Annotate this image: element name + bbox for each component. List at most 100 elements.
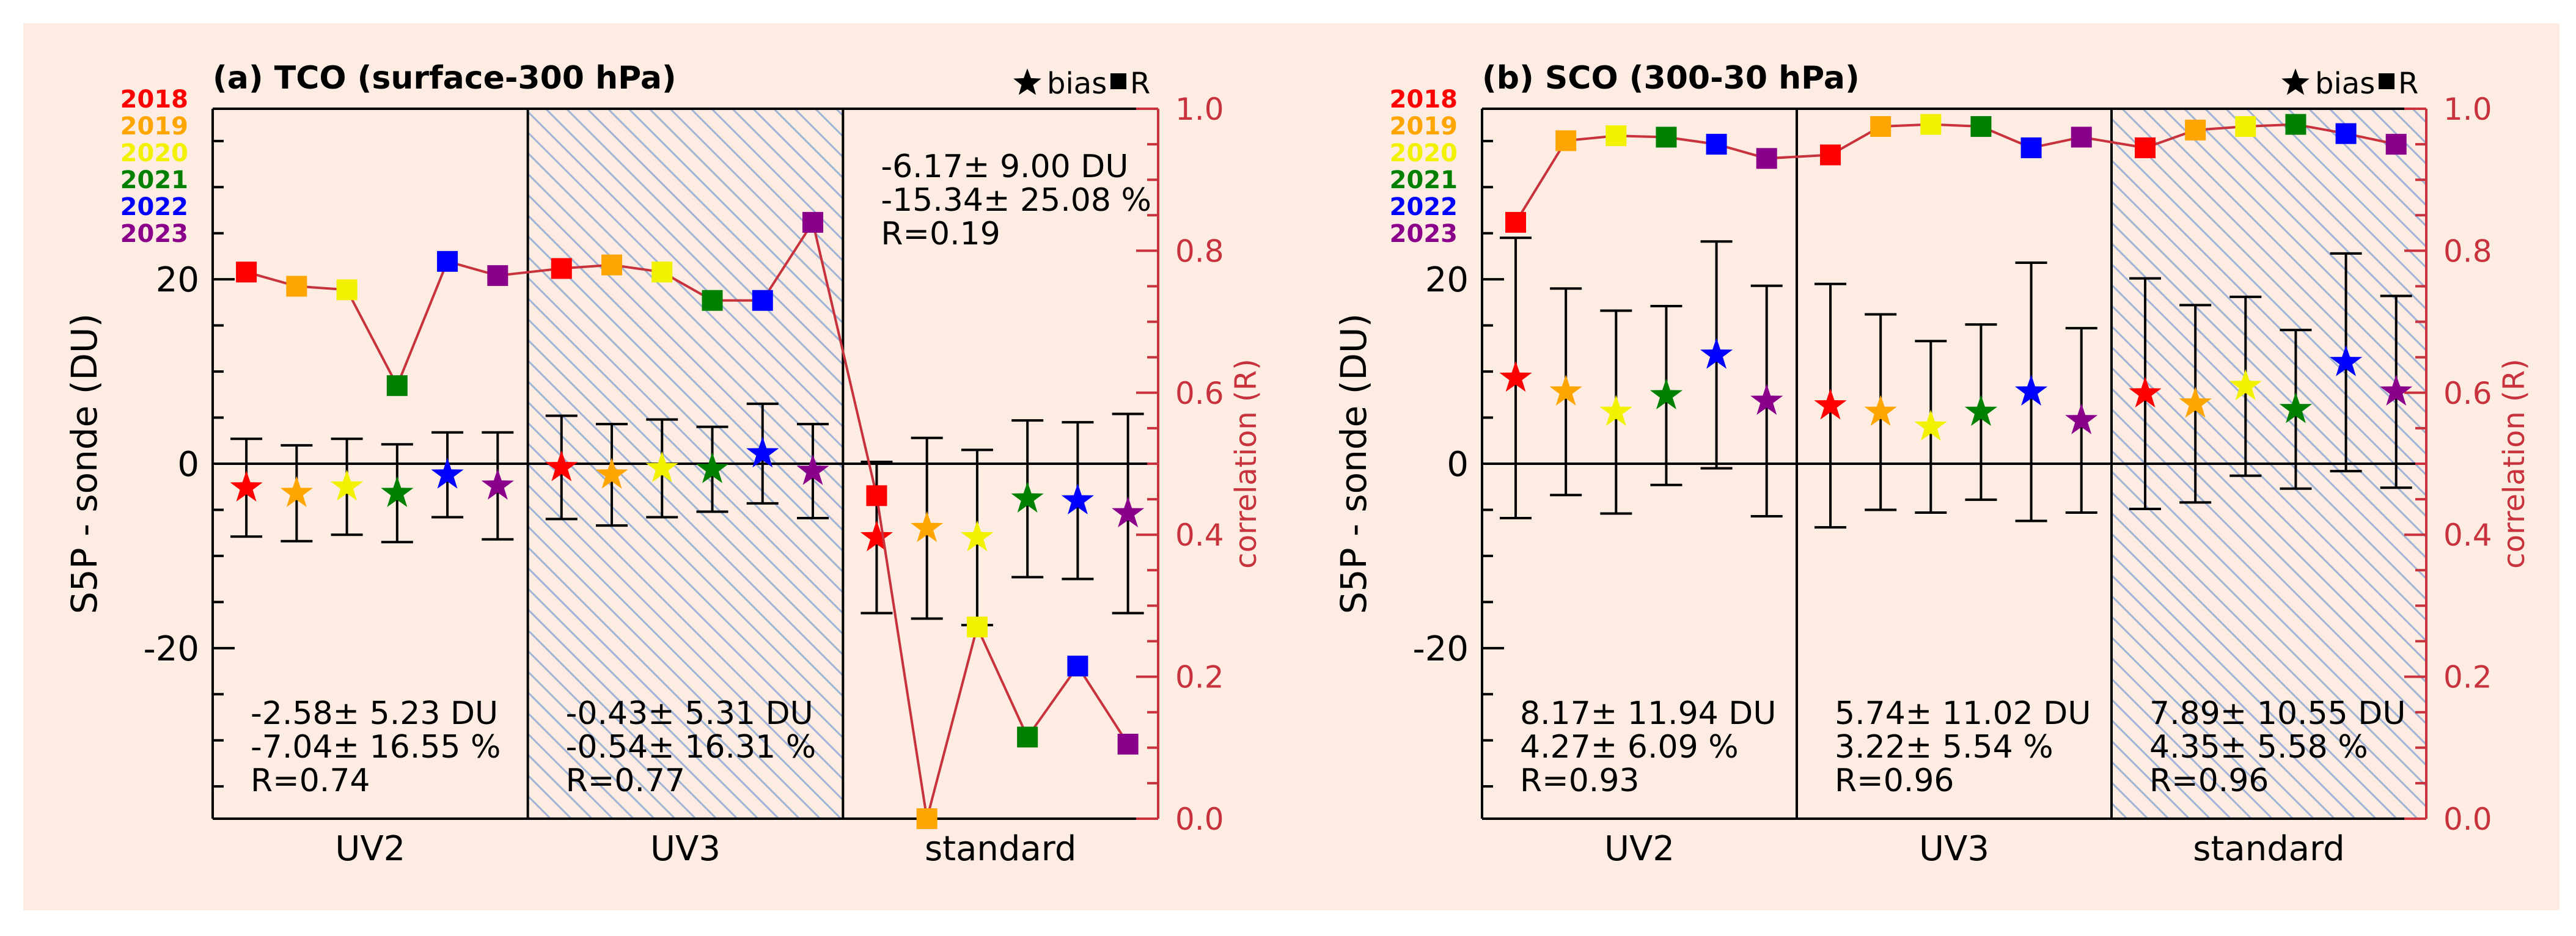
stats-text: R=0.19 xyxy=(881,216,1000,252)
bias-star-2018 xyxy=(1814,388,1847,420)
x-category-label: UV2 xyxy=(1604,829,1675,869)
r-square-2023 xyxy=(1117,733,1139,755)
y2-tick-label: 0.8 xyxy=(1175,233,1224,269)
r-square-2023 xyxy=(2385,134,2407,155)
panel-title: (b) SCO (300-30 hPa) xyxy=(1482,60,1860,97)
x-category-label: standard xyxy=(925,829,1076,869)
r-square-2022 xyxy=(1706,134,1727,155)
r-square-2019 xyxy=(601,254,623,276)
y2-tick-label: 1.0 xyxy=(1175,92,1224,127)
legend-r-marker xyxy=(2379,73,2394,89)
y-tick-label: 20 xyxy=(1425,260,1469,300)
y2-tick-label: 1.0 xyxy=(2443,92,2492,127)
bias-star-2021 xyxy=(381,476,414,507)
legend-year-2018: 2018 xyxy=(1390,86,1458,114)
x-category-label: UV3 xyxy=(650,829,721,869)
r-square-2019 xyxy=(1870,116,1892,137)
legend-year-2020: 2020 xyxy=(120,139,188,167)
stats-text: 3.22± 5.54 % xyxy=(1835,729,2053,766)
y2-tick-label: 0.4 xyxy=(1175,517,1224,553)
y2-tick-label: 0.4 xyxy=(2443,517,2492,553)
r-square-2019 xyxy=(1555,130,1577,152)
bias-star-2022 xyxy=(2330,345,2363,376)
bias-star-2020 xyxy=(1599,395,1632,426)
bias-star-2023 xyxy=(1750,384,1783,415)
stats-text: 8.17± 11.94 DU xyxy=(1520,695,1776,732)
bias-star-2020 xyxy=(1914,409,1947,441)
y2-tick-label: 0.8 xyxy=(2443,233,2492,269)
x-category-label: UV2 xyxy=(335,829,405,869)
r-square-2021 xyxy=(1656,126,1677,148)
r-square-2018 xyxy=(866,485,887,506)
y-tick-label: 0 xyxy=(177,445,199,484)
r-square-2023 xyxy=(802,211,823,233)
y-tick-label: 0 xyxy=(1447,445,1469,484)
bias-star-2018 xyxy=(1499,360,1532,392)
stats-text: R=0.96 xyxy=(2149,762,2269,799)
r-square-2019 xyxy=(2185,119,2206,141)
bias-star-2018 xyxy=(545,450,578,481)
legend-r-marker xyxy=(1110,73,1126,89)
legend-year-2018: 2018 xyxy=(120,86,188,114)
panel-b: 20 0 -20 1.0 0.8 0.6 0.4 0.2 0.0 S5P - sonde (DU)… xyxy=(1333,60,2531,869)
r-square-2018 xyxy=(2135,137,2156,158)
bias-star-2020 xyxy=(2229,369,2262,400)
r-square-2023 xyxy=(2071,126,2092,148)
legend-year-2019: 2019 xyxy=(1390,112,1458,141)
stats-text: 7.89± 10.55 DU xyxy=(2149,695,2405,732)
r-square-2020 xyxy=(966,616,988,638)
y2-tick-label: 0.2 xyxy=(2443,660,2492,695)
bias-star-2018 xyxy=(230,470,263,502)
stats-text: -7.04± 16.55 % xyxy=(251,729,501,766)
legend-bias-label: bias xyxy=(2315,67,2375,101)
y2-tick-label: 0.0 xyxy=(2443,802,2492,837)
bias-star-2019 xyxy=(2179,386,2212,418)
legend-year-2023: 2023 xyxy=(120,220,188,248)
r-square-2019 xyxy=(916,808,938,829)
legend-year-2019: 2019 xyxy=(120,112,188,141)
legend-year-2020: 2020 xyxy=(1390,139,1458,167)
r-square-2022 xyxy=(1067,656,1088,677)
legend-year-2021: 2021 xyxy=(1390,166,1458,194)
stats-text: R=0.74 xyxy=(251,762,370,799)
bias-star-2023 xyxy=(1112,496,1145,528)
legend-year-2023: 2023 xyxy=(1390,220,1458,248)
bias-star-2019 xyxy=(595,458,628,489)
bias-star-2021 xyxy=(2279,392,2313,423)
legend-r-label: R xyxy=(2398,67,2418,101)
x-category-label: standard xyxy=(2193,829,2344,869)
stats-text: R=0.77 xyxy=(566,762,685,799)
stats-text: -6.17± 9.00 DU xyxy=(881,148,1128,185)
legend-year-2022: 2022 xyxy=(1390,193,1458,221)
bias-star-2023 xyxy=(2380,375,2413,406)
stats-text: -0.43± 5.31 DU xyxy=(566,695,813,732)
bias-star-2018 xyxy=(2129,376,2162,408)
bias-star-2019 xyxy=(1864,395,1897,426)
r-square-2021 xyxy=(702,290,723,311)
bias-star-2020 xyxy=(331,469,364,501)
bias-star-2022 xyxy=(1700,337,1733,369)
r-square-2018 xyxy=(551,258,572,279)
r-square-2020 xyxy=(2235,116,2256,137)
r-square-2022 xyxy=(2335,123,2357,144)
y2-axis-label: correlation (R) xyxy=(1229,359,1263,569)
x-category-label: UV3 xyxy=(1919,829,1989,869)
bias-star-2020 xyxy=(961,520,994,552)
r-square-2022 xyxy=(2020,137,2042,158)
bias-star-2021 xyxy=(695,452,729,483)
r-square-2020 xyxy=(1920,114,1942,135)
legend-year-2022: 2022 xyxy=(120,193,188,221)
legend-bias-marker xyxy=(1013,68,1041,95)
legend-year-2021: 2021 xyxy=(120,166,188,194)
y2-axis-label: correlation (R) xyxy=(2497,359,2531,569)
bias-star-2022 xyxy=(2015,375,2048,406)
r-square-2021 xyxy=(386,375,408,397)
bias-star-2022 xyxy=(431,458,464,489)
stats-text: 4.27± 6.09 % xyxy=(1520,729,1739,766)
r-square-2021 xyxy=(1970,116,1992,137)
bias-star-2019 xyxy=(911,511,944,543)
panel-title: (a) TCO (surface-300 hPa) xyxy=(213,60,677,97)
bias-star-2022 xyxy=(746,436,779,468)
y2-tick-label: 0.0 xyxy=(1175,802,1224,837)
